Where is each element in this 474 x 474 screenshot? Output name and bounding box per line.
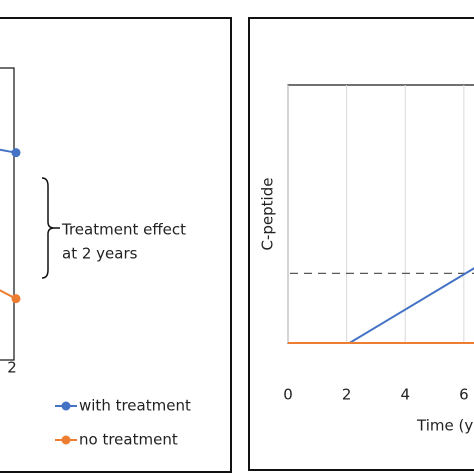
bracket	[41, 177, 55, 279]
legend-label: with treatment	[79, 397, 191, 415]
data-point	[11, 148, 21, 158]
series-line	[0, 148, 17, 154]
x-tick-label: 2	[7, 359, 17, 377]
annotation: at 2 years	[62, 245, 138, 263]
x-tick-label: 4	[400, 386, 410, 404]
x-tick-label: 2	[342, 386, 352, 404]
series-line	[349, 267, 474, 344]
y-axis-label: C-peptide	[259, 178, 277, 251]
annotation: Treatment effect	[61, 221, 186, 239]
x-tick-label: 6	[459, 386, 469, 404]
right-panel-frame	[248, 17, 474, 471]
legend-marker	[61, 435, 71, 445]
x-tick-label: 0	[283, 386, 293, 404]
series-line	[0, 289, 17, 300]
legend-marker	[61, 401, 71, 411]
plot-frame	[0, 67, 15, 361]
left-panel-frame	[0, 17, 232, 473]
data-point	[11, 294, 21, 304]
legend-label: no treatment	[79, 431, 178, 449]
plot-frame	[287, 84, 474, 344]
x-axis-label: Time (y	[416, 417, 473, 435]
